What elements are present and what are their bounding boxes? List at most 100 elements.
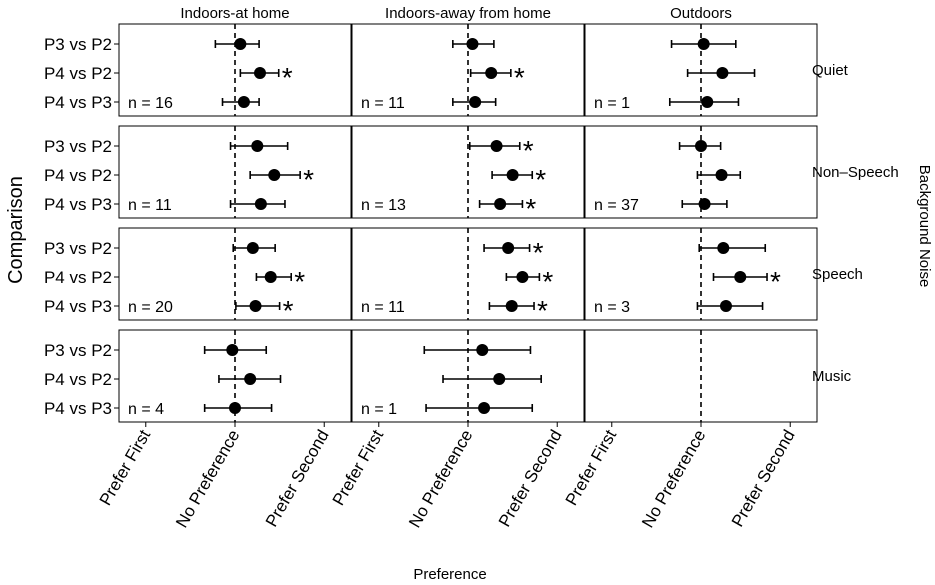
- panel-data: n = 1: [594, 38, 756, 112]
- panel-r1-c0: [118, 125, 352, 219]
- mean-point: [476, 344, 489, 356]
- sample-size-label: n = 4: [128, 401, 164, 418]
- y-tick-label: P4 vs P2: [44, 370, 112, 389]
- sample-size-label: n = 13: [361, 197, 406, 214]
- y-tick-label: P4 vs P2: [44, 268, 112, 287]
- x-axis-title: Preference: [413, 566, 486, 583]
- row-strip-label: Music: [812, 368, 852, 385]
- mean-point: [490, 140, 503, 152]
- y-tick-label: P4 vs P3: [44, 297, 112, 316]
- y-tick-label: P3 vs P2: [44, 35, 112, 54]
- mean-point: [485, 67, 498, 79]
- significance-marker: *: [537, 295, 548, 326]
- mean-point: [516, 271, 529, 283]
- row-strip-label: Speech: [812, 266, 863, 283]
- significance-marker: *: [523, 135, 534, 166]
- panels-layer: n = 16*n = 11*n = 1n = 11*n = 13*** n = 3…: [118, 23, 818, 423]
- y-tick-label: P3 vs P2: [44, 239, 112, 258]
- x-tick-label: No Preference: [405, 427, 476, 531]
- column-title: Indoors-at home: [180, 5, 289, 22]
- significance-marker: *: [542, 266, 553, 297]
- mean-point: [697, 38, 710, 50]
- mean-point: [716, 67, 729, 79]
- mean-point: [494, 198, 507, 210]
- panel-r0-c2: [584, 23, 818, 117]
- panel-data: n = 1: [361, 344, 542, 418]
- sample-size-label: n = 11: [361, 95, 405, 112]
- mean-point: [466, 38, 479, 50]
- panel-data: n = 3 *: [594, 242, 781, 316]
- sample-size-label: n = 11: [128, 197, 172, 214]
- significance-marker: *: [533, 237, 544, 268]
- mean-point: [254, 198, 267, 210]
- panel-data: n = 13***: [361, 135, 546, 224]
- significance-marker: *: [525, 193, 536, 224]
- mean-point: [229, 402, 241, 414]
- sample-size-label: n = 20: [128, 299, 173, 316]
- y-tick-label: P4 vs P3: [44, 399, 112, 418]
- sample-size-label: n = 1: [361, 401, 397, 418]
- mean-point: [237, 96, 250, 108]
- mean-point: [246, 242, 259, 254]
- column-title: Indoors-away from home: [385, 5, 551, 22]
- y-tick-label: P3 vs P2: [44, 341, 112, 360]
- panel-data: n = 11 *: [361, 38, 525, 112]
- mean-point: [734, 271, 747, 283]
- mean-point: [695, 140, 707, 152]
- sample-size-label: n = 37: [594, 197, 639, 214]
- sample-size-label: n = 16: [128, 95, 173, 112]
- x-tick-label: Prefer Second: [495, 427, 566, 531]
- mean-point: [717, 242, 730, 254]
- x-tick-label: Prefer First: [96, 426, 155, 509]
- right-strip-title: Background Noise: [916, 165, 933, 288]
- panel-data: n = 11 *: [128, 140, 314, 214]
- mean-point: [715, 169, 728, 181]
- y-tick-label: P3 vs P2: [44, 137, 112, 156]
- significance-marker: *: [303, 164, 314, 195]
- y-tick-label: P4 vs P3: [44, 195, 112, 214]
- mean-point: [701, 96, 714, 108]
- mean-point: [268, 169, 281, 181]
- mean-point: [493, 373, 506, 385]
- panel-r2-c0: [118, 227, 352, 321]
- y-axis-title: Comparison: [5, 176, 27, 284]
- mean-point: [249, 300, 262, 312]
- panel-data: n = 4: [128, 344, 282, 418]
- x-tick-label: Prefer Second: [262, 427, 333, 531]
- panel-data: n = 37: [594, 140, 742, 214]
- significance-marker: *: [514, 62, 525, 93]
- x-tick-label: Prefer First: [329, 426, 388, 509]
- x-tick-label: No Preference: [172, 427, 243, 531]
- significance-marker: *: [282, 62, 293, 93]
- mean-point: [226, 344, 239, 356]
- panel-r1-c1: [351, 125, 585, 219]
- mean-point: [698, 198, 711, 210]
- significance-marker: *: [294, 266, 305, 297]
- panel-data: n = 16 *: [128, 38, 293, 112]
- mean-point: [719, 300, 732, 312]
- mean-point: [505, 300, 518, 312]
- sample-size-label: n = 11: [361, 299, 405, 316]
- mean-point: [253, 67, 266, 79]
- significance-marker: *: [770, 266, 781, 297]
- significance-marker: *: [535, 164, 546, 195]
- panel-r2-c1: [351, 227, 585, 321]
- sample-size-label: n = 3: [594, 299, 630, 316]
- x-tick-label: Prefer First: [562, 426, 621, 509]
- mean-point: [264, 271, 277, 283]
- y-tick-label: P4 vs P3: [44, 93, 112, 112]
- sample-size-label: n = 1: [594, 95, 630, 112]
- row-strip-label: Non–Speech: [812, 164, 899, 181]
- row-strip-label: Quiet: [812, 62, 849, 79]
- panel-r0-c1: [351, 23, 585, 117]
- x-tick-label: No Preference: [638, 427, 709, 531]
- mean-point: [234, 38, 247, 50]
- y-tick-label: P4 vs P2: [44, 64, 112, 83]
- column-title: Outdoors: [670, 5, 732, 22]
- panel-r3-c2: [584, 329, 818, 423]
- panel-data: n = 11***: [361, 237, 553, 326]
- significance-marker: *: [283, 295, 294, 326]
- x-tick-label: Prefer Second: [728, 427, 799, 531]
- mean-point: [469, 96, 482, 108]
